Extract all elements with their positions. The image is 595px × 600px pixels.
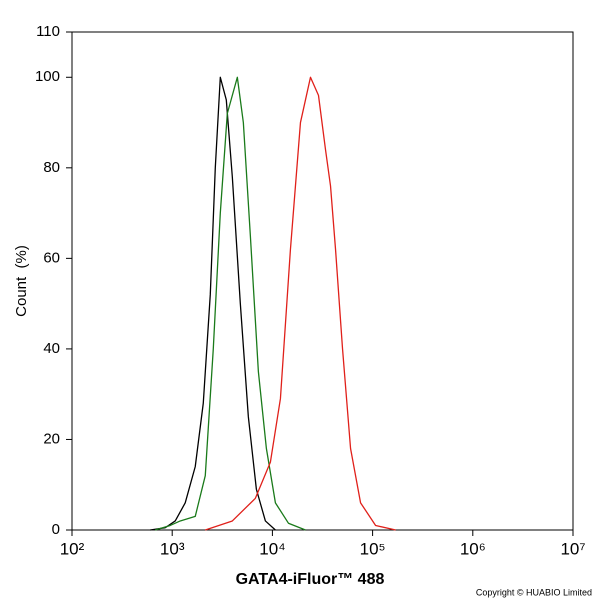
x-tick-label: 10³ <box>160 539 185 558</box>
y-tick-label: 40 <box>43 340 60 357</box>
plot-frame <box>71 31 574 531</box>
histogram-curve <box>154 76 306 531</box>
x-tick-label: 10⁷ <box>560 539 585 558</box>
histogram-curve <box>205 76 396 531</box>
y-tick-label: 80 <box>43 159 60 176</box>
x-tick-label: 10⁵ <box>360 539 386 558</box>
y-axis-label: Count (%) <box>13 245 30 317</box>
y-tick-label: 110 <box>36 23 60 40</box>
y-tick-label: 60 <box>43 249 60 266</box>
x-tick-label: 10⁴ <box>259 539 285 558</box>
y-tick-label: 0 <box>52 521 60 538</box>
y-tick-label: 100 <box>35 68 60 85</box>
copyright: Copyright © HUABIO Limited <box>476 587 592 597</box>
histogram-curve <box>150 76 276 531</box>
y-tick-label: 20 <box>43 430 60 447</box>
x-tick-label: 10² <box>60 539 85 558</box>
x-axis-label: GATA4-iFluor™ 488 <box>236 571 385 588</box>
x-tick-label: 10⁶ <box>460 539 486 558</box>
